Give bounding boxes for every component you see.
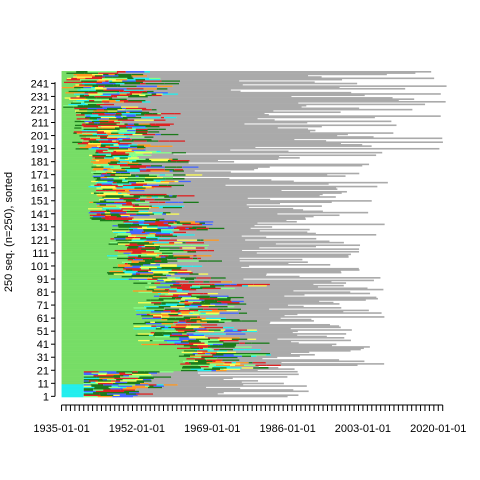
y-tick-label: 1 <box>43 391 49 403</box>
y-tick-label: 81 <box>37 287 49 299</box>
state-bar <box>99 71 116 73</box>
y-tick-label: 181 <box>31 157 49 169</box>
x-tick-label: 1986-01-01 <box>259 423 315 435</box>
y-tick-label: 71 <box>37 300 49 312</box>
sequence-row <box>62 71 432 73</box>
state-bar <box>151 154 376 156</box>
y-tick-label: 21 <box>37 365 49 377</box>
y-tick-label: 131 <box>31 222 49 234</box>
y-tick-label: 11 <box>38 378 49 390</box>
y-tick-label: 221 <box>31 104 49 116</box>
x-axis: 1935-01-01 1952-01-01 1969-01-01 1986-01-01… <box>33 405 466 435</box>
y-tick-label: 241 <box>31 78 49 90</box>
y-tick-label: 161 <box>31 183 49 195</box>
y-tick-label: 231 <box>31 91 49 103</box>
x-tick-label: 2003-01-01 <box>335 423 391 435</box>
x-tick-label: 2020-01-01 <box>410 423 466 435</box>
y-axis-label: 250 seq. (n=250), sorted <box>3 172 15 292</box>
state-bar <box>88 71 100 73</box>
y-tick-label: 121 <box>31 235 49 247</box>
state-bar <box>76 71 87 73</box>
y-axis: 1112131415161718191101111121131141151161… <box>31 78 55 403</box>
y-tick-label: 201 <box>31 131 49 143</box>
state-bar <box>144 71 150 73</box>
y-tick-label: 41 <box>37 339 49 351</box>
y-tick-label: 211 <box>31 118 49 130</box>
y-tick-label: 31 <box>37 352 49 364</box>
y-tick-label: 141 <box>31 209 49 221</box>
state-bar <box>62 71 77 73</box>
y-tick-label: 91 <box>37 274 49 286</box>
state-bar <box>269 367 279 369</box>
y-tick-label: 191 <box>31 144 49 156</box>
x-tick-label: 1952-01-01 <box>109 423 165 435</box>
state-bar <box>185 178 230 180</box>
y-tick-label: 171 <box>31 170 49 182</box>
y-tick-label: 51 <box>37 326 49 338</box>
y-tick-label: 111 <box>32 248 49 260</box>
plot-area <box>62 71 447 397</box>
y-tick-label: 151 <box>31 196 49 208</box>
state-bar <box>150 71 431 73</box>
y-tick-label: 61 <box>37 313 49 325</box>
state-bar <box>117 71 126 73</box>
x-tick-label: 1935-01-01 <box>33 423 89 435</box>
y-tick-label: 101 <box>31 261 49 273</box>
x-tick-label: 1969-01-01 <box>184 423 240 435</box>
state-bar <box>126 71 145 73</box>
